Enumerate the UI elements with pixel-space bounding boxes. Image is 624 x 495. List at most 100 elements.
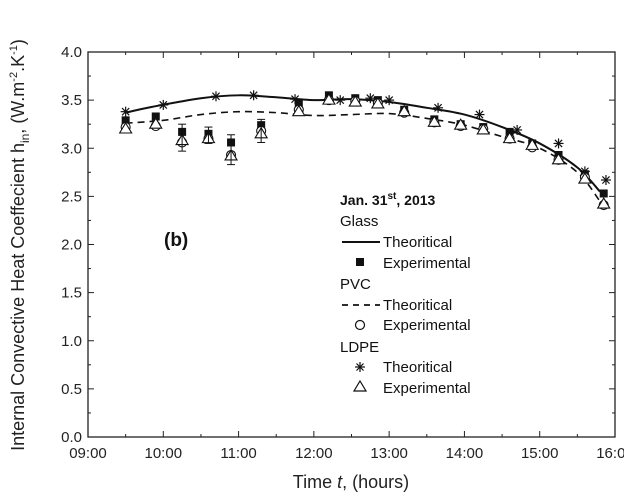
y-tick-label: 4.0 xyxy=(61,44,82,61)
ldpe-experimental-point xyxy=(321,93,336,105)
star-stroke-d2 xyxy=(159,100,168,109)
ticks-layer xyxy=(87,51,616,438)
star-stroke-d2 xyxy=(291,95,300,104)
error-bar xyxy=(257,118,266,143)
y-tick-label: 0.5 xyxy=(61,381,82,398)
legend-ldpe-experimental-label: Experimental xyxy=(383,380,471,397)
ldpe-experimental-point xyxy=(118,121,133,134)
star-stroke-d2 xyxy=(385,96,394,105)
ldpe-theoritical-point xyxy=(433,102,444,113)
x-tick-label: 16:00 xyxy=(596,445,624,462)
ldpe-theoritical-point xyxy=(553,138,564,149)
x-axis-title-main: Time xyxy=(293,472,337,492)
legend-ldpe-experimental-marker xyxy=(352,379,368,392)
ldpe-theoritical-point xyxy=(512,124,523,135)
legend-pvc-theoritical-label: Theoritical xyxy=(383,297,452,314)
x-axis-title-rest: , (hours) xyxy=(342,472,409,492)
legend-date: Jan. 31st, 2013 xyxy=(340,191,436,208)
y-tick-label: 1.0 xyxy=(61,333,82,350)
x-tick-label: 14:00 xyxy=(446,445,484,462)
y-axis-title-units-mid: .K xyxy=(8,55,28,72)
error-bar xyxy=(178,123,187,152)
error-bars xyxy=(178,118,266,166)
ldpe-theoritical-point xyxy=(210,91,221,102)
error-bar xyxy=(227,134,236,166)
x-tick-label: 15:00 xyxy=(521,445,559,462)
star-stroke-d2 xyxy=(475,110,484,119)
y-tick-label: 2.0 xyxy=(61,237,82,254)
star-stroke-d2 xyxy=(249,91,258,100)
y-axis-title-units-pre: , (W.m xyxy=(8,82,28,134)
y-axis-title-sup2: -1 xyxy=(8,45,20,55)
ldpe-theoritical-point xyxy=(120,106,131,117)
star-stroke-d2 xyxy=(336,96,345,105)
ldpe-theoritical-point xyxy=(365,93,376,104)
legend-group-pvc: PVC xyxy=(340,276,371,293)
legend-group-ldpe: LDPE xyxy=(340,339,379,356)
legend-glass-theoritical-label: Theoritical xyxy=(383,234,452,251)
ldpe-theoritical-point xyxy=(158,99,169,110)
y-axis-title: Internal Convective Heat Coeffecient hin… xyxy=(8,39,32,451)
y-tick-label: 1.5 xyxy=(61,285,82,302)
legend-pvc-experimental-label: Experimental xyxy=(383,317,471,334)
glass-experimental-point xyxy=(599,189,608,198)
y-axis-title-main: Internal Convective Heat Coeffecient h xyxy=(8,143,28,451)
ldpe-experimental-point xyxy=(596,197,611,209)
ldpe-experimental-point xyxy=(397,104,412,117)
x-tick-label: 10:00 xyxy=(145,445,183,462)
pvc-theoritical-line xyxy=(125,110,601,202)
ldpe-experimental-point xyxy=(370,96,385,109)
x-tick-label: 13:00 xyxy=(370,445,408,462)
ldpe-experimental-point xyxy=(577,171,592,184)
star-stroke-d2 xyxy=(121,107,130,116)
legend-glass-experimental-label: Experimental xyxy=(383,255,471,272)
glass-experimental-point xyxy=(121,116,130,125)
y-tick-label: 0.0 xyxy=(61,429,82,446)
ldpe-experimental-point xyxy=(291,104,306,117)
y-tick-label: 3.5 xyxy=(61,92,82,109)
legend-date-sup: st xyxy=(387,191,397,202)
legend: Jan. 31st, 2013 Glass Theoritical Experi… xyxy=(340,191,471,397)
x-tick-labels: 09:00 10:00 11:00 12:00 13:00 14:00 15:00 16:00 xyxy=(69,445,624,462)
legend-date-rest: , 2013 xyxy=(396,192,435,208)
star-stroke-d2 xyxy=(513,125,522,134)
star-stroke-d2 xyxy=(366,94,375,103)
legend-group-glass: Glass xyxy=(340,213,378,230)
ldpe-theoritical-point xyxy=(600,175,611,186)
y-axis-title-units-post: ) xyxy=(8,39,28,45)
legend-pvc-experimental-marker xyxy=(354,319,366,331)
ldpe-theoritical-point xyxy=(474,109,485,120)
star-stroke-d2 xyxy=(580,167,589,176)
y-axis-title-sub: in xyxy=(18,134,32,143)
legend-glass-experimental-marker xyxy=(356,258,364,266)
ldpe-experimental-point xyxy=(502,131,517,144)
ldpe-experimental-point xyxy=(551,152,566,165)
y-tick-labels: 0.0 0.5 1.0 1.5 2.0 2.5 3.0 3.5 4.0 xyxy=(61,44,82,446)
legend-ldpe-theoritical-label: Theoritical xyxy=(383,359,452,376)
y-tick-label: 2.5 xyxy=(61,188,82,205)
x-axis-title-italic: t xyxy=(337,472,343,492)
ldpe-experimental-point xyxy=(148,117,163,129)
ldpe-theoritical-point xyxy=(248,90,259,101)
ldpe-experimental-point xyxy=(348,94,363,107)
star-stroke-d2 xyxy=(211,92,221,101)
y-tick-label: 3.0 xyxy=(61,140,82,157)
ldpe-theoritical-point xyxy=(384,95,395,106)
star-stroke-d2 xyxy=(434,103,443,112)
legend-date-main: Jan. 31 xyxy=(340,192,388,208)
panel-label: (b) xyxy=(164,230,188,251)
star-stroke-d2 xyxy=(554,139,563,148)
ldpe-theoritical-point xyxy=(335,95,346,106)
ldpe-experimental-point xyxy=(525,138,540,150)
ldpe-experimental-point xyxy=(453,118,468,130)
legend-ldpe-theoritical-marker xyxy=(355,362,365,372)
error-bar xyxy=(204,126,213,144)
ldpe-experimental-point xyxy=(476,122,491,135)
x-tick-label: 12:00 xyxy=(295,445,333,462)
x-axis-title: Time t, (hours) xyxy=(293,472,409,492)
x-tick-label: 11:00 xyxy=(220,445,256,462)
star-stroke-d2 xyxy=(601,175,610,185)
ldpe-theoritical-point xyxy=(290,94,301,105)
ldpe-experimental-point xyxy=(427,115,442,127)
